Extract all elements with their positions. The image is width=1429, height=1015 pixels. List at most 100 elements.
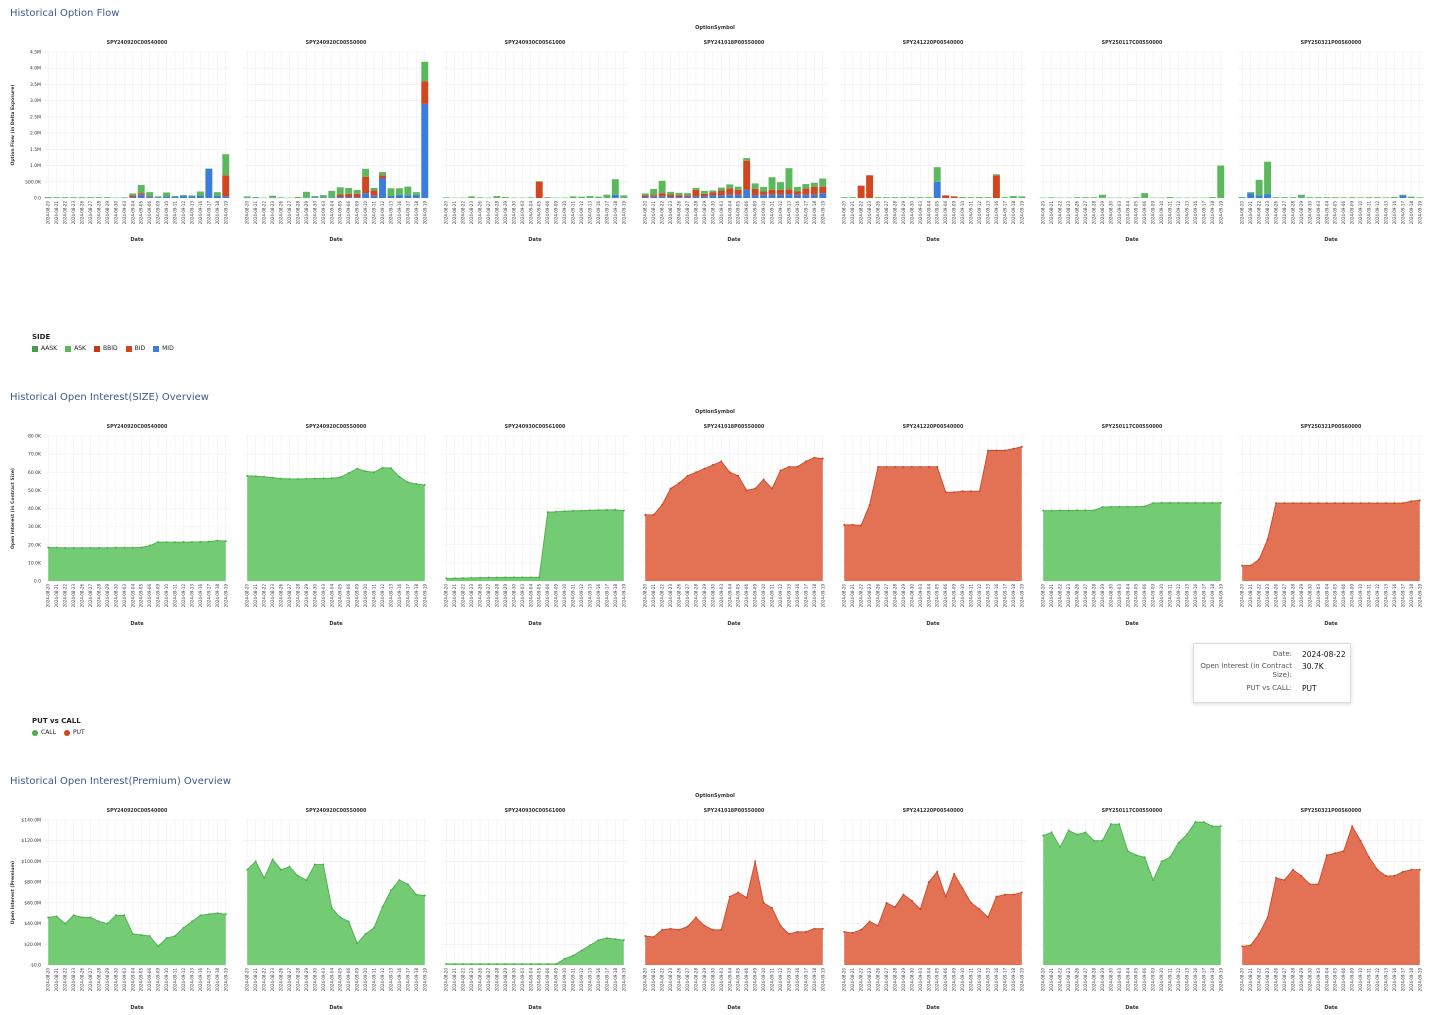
area-point — [381, 906, 384, 908]
x-tick-label: 2024-09-03 — [719, 968, 724, 992]
x-tick-label: 2024-09-11 — [173, 584, 178, 608]
area-point — [546, 962, 549, 965]
x-tick-label: 2024-08-21 — [253, 584, 258, 608]
legend-item-bid[interactable]: BID — [125, 345, 145, 352]
area-point — [224, 913, 227, 916]
bar-bid — [785, 189, 793, 195]
x-tick-label: 2024-09-13 — [388, 968, 393, 992]
legend-label-ask: ASK — [74, 345, 86, 352]
x-tick-label: 2024-08-30 — [1108, 968, 1113, 992]
bar-aask — [171, 196, 179, 198]
area-point — [936, 870, 939, 873]
bar-bid — [370, 190, 378, 196]
legend-item-mid[interactable]: MID — [153, 345, 174, 352]
bar-mid — [667, 197, 675, 198]
bar-bid — [866, 175, 874, 198]
bar-aask — [726, 184, 734, 189]
bar-aask — [760, 186, 768, 192]
x-tick-label: 2024-08-22 — [1257, 584, 1262, 608]
x-tick-label: 2024-08-28 — [1290, 584, 1295, 608]
x-axis-label: Date — [329, 621, 343, 627]
x-tick-label: 2024-09-17 — [1201, 968, 1206, 992]
bar-mid — [675, 197, 683, 198]
bar-empty — [1306, 197, 1314, 198]
x-tick-label: 2024-09-04 — [1125, 201, 1130, 225]
x-tick-label: 2024-09-10 — [363, 968, 368, 992]
y-tick-label: $40.0M — [24, 921, 41, 927]
area-point — [296, 477, 299, 480]
area-point — [453, 577, 456, 580]
bar-empty — [1001, 197, 1009, 198]
bar-mid — [205, 168, 213, 198]
bar-aask — [586, 196, 594, 198]
x-tick-label: 2024-09-19 — [621, 584, 626, 608]
x-tick-label: 2024-08-23 — [270, 201, 275, 225]
x-tick-label: 2024-09-09 — [554, 201, 559, 225]
x-tick-label: 2024-09-19 — [223, 584, 228, 608]
x-tick-label: 2024-08-21 — [452, 968, 457, 992]
area-point — [462, 577, 465, 580]
area-point — [1050, 831, 1053, 834]
x-tick-label: 2024-09-03 — [1117, 201, 1122, 225]
x-tick-label: 2024-09-05 — [338, 584, 343, 608]
x-tick-label: 2024-09-04 — [727, 201, 732, 225]
bar-aask — [277, 197, 285, 198]
area-series — [645, 861, 823, 965]
area-point — [1393, 502, 1396, 505]
area-point — [877, 924, 880, 927]
x-tick-label: 2024-09-03 — [918, 584, 923, 608]
bar-aask — [650, 188, 658, 196]
area-point — [546, 511, 549, 514]
bar-aask — [395, 188, 403, 195]
bar-aask — [311, 196, 319, 198]
bar-mid — [658, 196, 666, 198]
tooltip-date-value: 2024-08-22 — [1302, 650, 1346, 659]
y-tick-label: 10.0K — [28, 560, 42, 566]
x-tick-label: 2024-08-29 — [105, 584, 110, 608]
x-tick-label: 2024-08-26 — [1274, 584, 1279, 608]
area-point — [347, 920, 350, 923]
bar-aask — [404, 186, 412, 196]
area-point — [330, 477, 333, 480]
x-tick-label: 2024-09-12 — [1375, 584, 1380, 608]
legend-item-aask[interactable]: AASK — [32, 345, 57, 352]
x-tick-label: 2024-08-30 — [511, 201, 516, 225]
x-tick-label: 2024-09-04 — [1324, 968, 1329, 992]
bar-aask — [594, 196, 602, 198]
area-point — [1376, 868, 1379, 871]
x-tick-label: 2024-08-30 — [511, 968, 516, 992]
area-point — [1194, 821, 1197, 824]
bar-mid — [222, 196, 230, 198]
bar-mid — [328, 197, 336, 198]
area-line — [1242, 499, 1420, 567]
x-tick-label: 2024-09-09 — [1350, 584, 1355, 608]
bar-aask — [196, 191, 204, 196]
x-tick-label: 2024-09-04 — [130, 584, 135, 608]
y-tick-label: 50.0K — [28, 488, 42, 494]
area-point — [1401, 502, 1404, 505]
legend-label-put: PUT — [72, 729, 85, 736]
legend-item-bbid[interactable]: BBID — [93, 345, 118, 352]
bar-aask — [336, 187, 344, 195]
x-tick-label: 2024-09-04 — [727, 584, 732, 608]
x-tick-label: 2024-08-23 — [1066, 584, 1071, 608]
area-point — [711, 928, 714, 931]
x-tick-label: 2024-08-22 — [1257, 968, 1262, 992]
x-tick-label: 2024-09-16 — [596, 968, 601, 992]
area-point — [919, 908, 922, 911]
x-tick-label: 2024-09-09 — [753, 584, 758, 608]
x-tick-label: 2024-08-29 — [702, 968, 707, 992]
legend-item-ask[interactable]: ASK — [65, 345, 86, 352]
x-tick-label: 2024-09-19 — [1417, 968, 1422, 992]
legend-item-put[interactable]: PUT — [63, 729, 85, 736]
x-tick-label: 2024-09-11 — [770, 968, 775, 992]
area-point — [555, 962, 558, 965]
x-axis-label: Date — [1125, 237, 1139, 243]
x-tick-label: 2024-09-10 — [1159, 201, 1164, 225]
area-point — [347, 472, 350, 475]
legend-item-call[interactable]: CALL — [32, 729, 56, 736]
x-tick-label: 2024-09-18 — [1011, 201, 1016, 225]
area-point — [1317, 883, 1320, 886]
area-point — [1219, 501, 1222, 504]
x-tick-label: 2024-09-10 — [164, 201, 169, 225]
